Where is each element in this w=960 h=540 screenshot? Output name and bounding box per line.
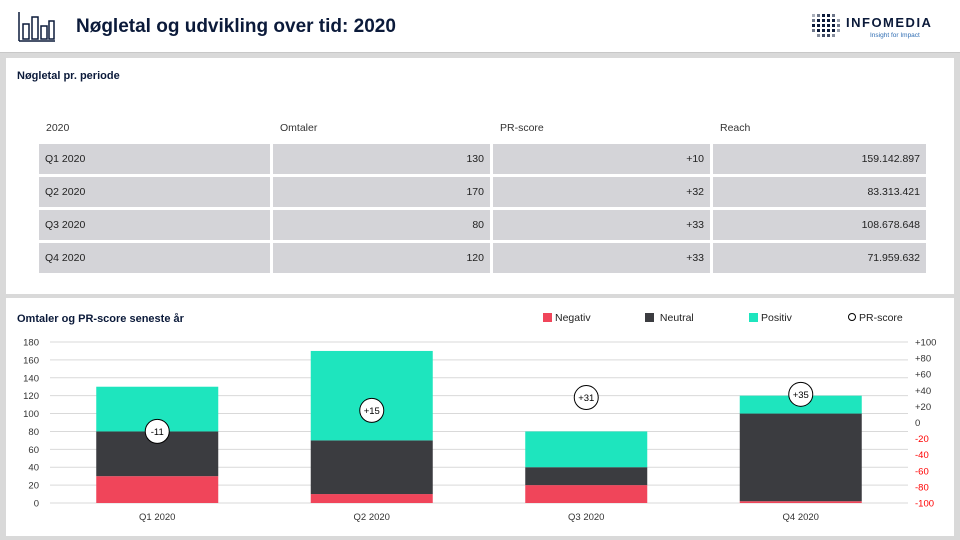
legend-swatch-negativ bbox=[543, 313, 552, 322]
legend-label-positiv: Positiv bbox=[761, 312, 792, 324]
cell-period: Q1 2020 bbox=[39, 144, 270, 174]
legend-label-neutral: Neutral bbox=[659, 312, 694, 324]
legend-label-negativ: Negativ bbox=[555, 312, 591, 324]
y-tick-label: 140 bbox=[23, 373, 39, 384]
kpi-panel-title: Nøgletal pr. periode bbox=[17, 70, 120, 82]
page-title: Nøgletal og udvikling over tid: 2020 bbox=[76, 16, 396, 37]
kpi-table: 2020 Omtaler PR-score Reach Q1 2020 130 … bbox=[36, 112, 929, 276]
kpi-col-period: 2020 bbox=[46, 122, 70, 134]
cell-reach: 108.678.648 bbox=[713, 210, 926, 240]
y2-tick-label: -40 bbox=[915, 450, 929, 461]
kpi-col-prscore: PR-score bbox=[500, 122, 544, 134]
table-row: Q4 2020 120 +33 71.959.632 bbox=[39, 243, 926, 273]
cell-prscore: +33 bbox=[493, 210, 710, 240]
legend-swatch-positiv bbox=[749, 313, 758, 322]
prscore-marker bbox=[573, 385, 599, 411]
legend-prscore: PR-score bbox=[848, 312, 903, 324]
brand-dots-icon bbox=[812, 14, 840, 37]
bar-negativ bbox=[525, 485, 648, 503]
header-bar: Nøgletal og udvikling over tid: 2020 INF… bbox=[0, 0, 960, 53]
cell-omtaler: 120 bbox=[273, 243, 490, 273]
y2-tick-label: -100 bbox=[915, 499, 934, 510]
prscore-label: +31 bbox=[578, 393, 594, 404]
x-tick-label: Q2 2020 bbox=[354, 512, 390, 523]
bar-positiv bbox=[525, 431, 648, 468]
y2-tick-label: +80 bbox=[915, 354, 931, 365]
y-tick-label: 160 bbox=[23, 355, 39, 366]
cell-prscore: +32 bbox=[493, 177, 710, 207]
stacked-bar-chart: 0 20 40 60 80 100 120 140 160 180 -100 -80 -60 -40 -20… bbox=[23, 338, 936, 524]
legend-swatch-neutral bbox=[645, 313, 654, 322]
bar-neutral bbox=[525, 467, 648, 486]
table-row: Q2 2020 170 +32 83.313.421 bbox=[39, 177, 926, 207]
bar-negativ bbox=[739, 501, 862, 503]
legend-marker-prscore bbox=[848, 313, 856, 321]
prscore-label: +35 bbox=[793, 390, 809, 401]
y2-tick-label: +20 bbox=[915, 402, 931, 413]
bar-positiv bbox=[310, 350, 433, 441]
cell-period: Q2 2020 bbox=[39, 177, 270, 207]
legend-positiv: Positiv bbox=[749, 312, 792, 324]
chart-panel: Omtaler og PR-score seneste år Negativ N… bbox=[6, 298, 954, 536]
bar-negativ bbox=[310, 494, 433, 503]
kpi-col-reach: Reach bbox=[720, 122, 751, 134]
cell-period: Q3 2020 bbox=[39, 210, 270, 240]
legend-neutral: Neutral bbox=[645, 312, 694, 324]
kpi-header-row: 2020 Omtaler PR-score Reach bbox=[39, 115, 926, 141]
legend-label-prscore: PR-score bbox=[859, 312, 903, 324]
prscore-marker bbox=[359, 397, 385, 423]
x-tick-label: Q3 2020 bbox=[568, 512, 604, 523]
cell-prscore: +10 bbox=[493, 144, 710, 174]
chart-title: Omtaler og PR-score seneste år bbox=[17, 313, 184, 325]
y-tick-label: 120 bbox=[23, 391, 39, 402]
bar-neutral bbox=[739, 413, 862, 502]
prscore-label: +15 bbox=[364, 406, 380, 417]
y-tick-label: 40 bbox=[28, 463, 39, 474]
y2-tick-label: -60 bbox=[915, 466, 929, 477]
y2-tick-label: +100 bbox=[915, 338, 936, 349]
brand-tagline: Insight for Impact bbox=[870, 32, 920, 39]
bar-negativ bbox=[96, 476, 219, 503]
y2-tick-label: +40 bbox=[915, 386, 931, 397]
cell-omtaler: 130 bbox=[273, 144, 490, 174]
kpi-col-omtaler: Omtaler bbox=[280, 122, 318, 134]
y2-tick-label: +60 bbox=[915, 370, 931, 381]
y2-tick-label: -20 bbox=[915, 434, 929, 445]
y-tick-label: 60 bbox=[28, 445, 39, 456]
bar-chart-logo-icon bbox=[18, 12, 55, 42]
bar-neutral bbox=[310, 440, 433, 495]
cell-omtaler: 80 bbox=[273, 210, 490, 240]
kpi-panel: Nøgletal pr. periode 2020 Omtaler PR-sco… bbox=[6, 58, 954, 294]
y-tick-label: 80 bbox=[28, 427, 39, 438]
y-tick-label: 0 bbox=[34, 499, 39, 510]
y-tick-label: 100 bbox=[23, 409, 39, 420]
prscore-marker bbox=[144, 418, 170, 444]
x-tick-label: Q1 2020 bbox=[139, 512, 175, 523]
cell-reach: 71.959.632 bbox=[713, 243, 926, 273]
y-tick-label: 180 bbox=[23, 338, 39, 349]
prscore-label: -11 bbox=[151, 427, 164, 438]
y2-tick-label: -80 bbox=[915, 482, 929, 493]
brand-name: INFOMEDIA bbox=[846, 15, 933, 30]
brand-logo: INFOMEDIA Insight for Impact bbox=[810, 12, 940, 42]
prscore-marker bbox=[788, 381, 814, 407]
x-tick-label: Q4 2020 bbox=[783, 512, 819, 523]
cell-reach: 83.313.421 bbox=[713, 177, 926, 207]
chart-legend: Negativ Neutral Positiv PR-score bbox=[6, 312, 954, 326]
legend-negativ: Negativ bbox=[543, 312, 591, 324]
table-row: Q3 2020 80 +33 108.678.648 bbox=[39, 210, 926, 240]
cell-omtaler: 170 bbox=[273, 177, 490, 207]
table-row: Q1 2020 130 +10 159.142.897 bbox=[39, 144, 926, 174]
cell-reach: 159.142.897 bbox=[713, 144, 926, 174]
y2-tick-label: 0 bbox=[915, 418, 920, 429]
cell-period: Q4 2020 bbox=[39, 243, 270, 273]
cell-prscore: +33 bbox=[493, 243, 710, 273]
y-tick-label: 20 bbox=[28, 481, 39, 492]
